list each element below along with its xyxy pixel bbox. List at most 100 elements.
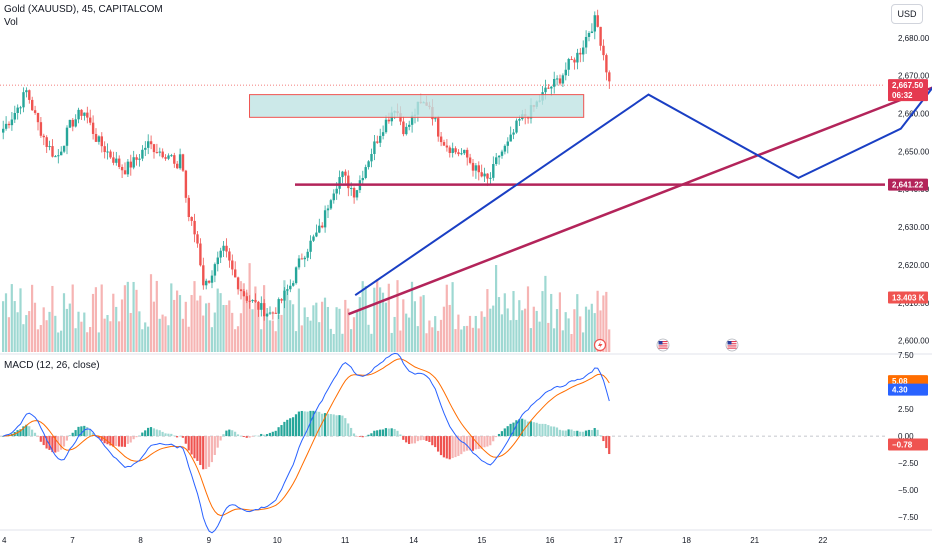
- macd-histogram-bar: [379, 429, 382, 437]
- candle-body: [13, 112, 16, 120]
- volume-bar: [158, 318, 161, 352]
- candle-body: [448, 147, 451, 153]
- macd-histogram-bar: [109, 436, 112, 446]
- volume-bar: [149, 274, 153, 352]
- volume-bar: [376, 279, 379, 352]
- macd-histogram-bar: [97, 436, 100, 439]
- macd-tick-label: 2.50: [898, 405, 914, 414]
- volume-bar: [71, 284, 74, 352]
- volume-bar: [570, 333, 573, 352]
- time-tick-label: 14: [409, 536, 418, 545]
- volume-bar: [45, 320, 48, 352]
- macd-histogram-bar: [350, 427, 353, 437]
- macd-histogram-bar: [45, 436, 48, 449]
- macd-histogram-bar: [245, 436, 248, 438]
- macd-tick-label: −7.50: [898, 513, 919, 522]
- volume-bar: [480, 311, 483, 352]
- candle-body: [477, 165, 480, 173]
- volume-bar: [225, 305, 228, 352]
- macd-histogram-bar: [167, 433, 170, 437]
- macd-histogram-bar: [277, 427, 280, 437]
- volume-bar: [471, 327, 474, 352]
- volume-bar: [138, 311, 141, 352]
- volume-bar: [596, 290, 599, 352]
- volume-bar: [31, 284, 34, 352]
- price-tag-hline: 2,641.22: [888, 178, 928, 191]
- macd-histogram-bar: [306, 411, 309, 437]
- volume-bar: [338, 308, 341, 352]
- macd-histogram-bar: [347, 423, 350, 437]
- volume-bar: [350, 329, 353, 352]
- macd-histogram-bar: [265, 434, 269, 437]
- candle-body: [254, 300, 257, 302]
- volume-bar: [265, 315, 269, 352]
- macd-histogram-bar: [289, 418, 292, 437]
- volume-bar: [521, 310, 524, 352]
- macd-histogram-bar: [216, 436, 219, 448]
- macd-histogram-bar: [294, 414, 298, 437]
- macd-histogram-bar: [286, 419, 289, 437]
- volume-bar: [210, 327, 213, 352]
- candle-body: [480, 172, 483, 177]
- volume-bar: [51, 285, 54, 352]
- candle-body: [263, 303, 266, 317]
- macd-histogram-bar: [181, 436, 184, 438]
- price-tag-bg: [888, 178, 928, 191]
- macd-histogram-bar: [405, 436, 408, 443]
- volume-bar: [335, 307, 338, 352]
- candle-body: [141, 149, 144, 159]
- candle-body: [326, 208, 330, 211]
- macd-histogram-bar: [155, 429, 158, 437]
- time-tick-label: 11: [341, 536, 350, 545]
- volume-bar: [86, 332, 89, 352]
- macd-line: [3, 352, 610, 534]
- volume-bar: [39, 325, 42, 352]
- candle-body: [274, 312, 277, 314]
- volume-bar: [451, 282, 454, 352]
- volume-bar: [144, 322, 147, 352]
- macd-histogram-bar: [431, 436, 434, 446]
- volume-bar: [492, 305, 495, 352]
- macd-histogram-bar: [376, 430, 379, 437]
- candle-body: [100, 136, 103, 147]
- macd-histogram-bar: [225, 430, 228, 437]
- macd-histogram-bar: [199, 436, 202, 465]
- macd-histogram-bar: [115, 436, 118, 447]
- macd-histogram-bar: [326, 413, 329, 437]
- macd-histogram-bar: [396, 430, 399, 437]
- candle-body: [292, 283, 295, 286]
- volume-bar: [567, 318, 570, 352]
- macd-histogram-bar: [506, 426, 509, 437]
- macd-tick-label: −2.50: [898, 459, 919, 468]
- macd-histogram-bar: [292, 417, 295, 437]
- volume-bar: [184, 301, 187, 352]
- candle-body: [329, 200, 333, 209]
- volume-bar: [199, 295, 202, 352]
- macd-histogram-bar: [355, 436, 358, 437]
- candle-body: [608, 72, 611, 82]
- candle-body: [384, 119, 388, 133]
- macd-histogram-bar: [466, 436, 469, 451]
- candle-body: [170, 155, 173, 157]
- flag-stripe: [658, 347, 668, 349]
- volume-bar: [506, 308, 509, 352]
- candle-body: [518, 119, 521, 121]
- candle-body: [178, 154, 182, 169]
- macd-histogram-bar: [486, 436, 489, 447]
- macd-histogram-bar: [77, 426, 80, 437]
- candle-body: [216, 257, 219, 265]
- candle-body: [48, 146, 51, 148]
- volume-bar: [132, 281, 135, 352]
- macd-histogram-bar: [408, 436, 411, 444]
- volume-bar: [231, 312, 234, 352]
- volume-bar: [181, 318, 184, 352]
- volume-bar: [277, 314, 280, 352]
- currency-button[interactable]: USD: [891, 4, 923, 24]
- macd-histogram-bar: [222, 434, 225, 437]
- volume-bar: [292, 304, 295, 352]
- macd-histogram-bar: [564, 430, 567, 437]
- volume-bar: [538, 321, 541, 352]
- candle-body: [567, 59, 570, 70]
